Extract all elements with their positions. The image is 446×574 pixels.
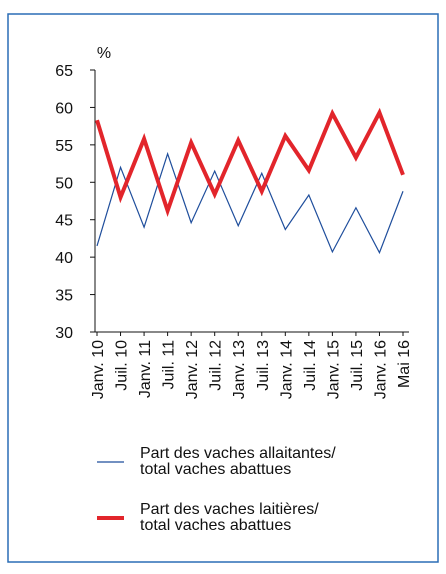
series-line — [95, 107, 405, 218]
y-tick-label: 60 — [55, 100, 73, 117]
legend-line: Part des vaches allaitantes/ — [140, 445, 336, 462]
y-tick-label: 55 — [55, 138, 73, 155]
legend-line: total vaches abattues — [140, 461, 291, 478]
x-tick-label: Juil. 13 — [255, 340, 272, 391]
x-tick-label: Janv. 12 — [184, 340, 201, 399]
x-tick-label: Juil. 15 — [349, 340, 366, 391]
frame — [7, 13, 439, 563]
legend-line: Part des vaches laitières/ — [140, 501, 319, 518]
x-tick-label: Juil. 12 — [208, 340, 225, 391]
x-tick-label: Janv. 10 — [90, 340, 107, 399]
y-tick-label: 30 — [55, 325, 73, 342]
legend-label: Part des vaches laitières/total vaches a… — [140, 501, 319, 534]
y-tick-label: 40 — [55, 250, 73, 267]
x-tick-label: Janv. 14 — [278, 340, 295, 399]
x-tick-label: Janv. 11 — [137, 340, 154, 398]
x-tick-label: Janv. 13 — [231, 340, 248, 399]
legend-line: total vaches abattues — [140, 517, 291, 534]
y-tick-label: 45 — [55, 213, 73, 230]
y-unit: % — [97, 45, 111, 62]
legend-label: Part des vaches allaitantes/total vaches… — [140, 445, 336, 478]
x-tick-label: Mai 16 — [396, 340, 413, 388]
x-tick-label: Janv. 15 — [325, 340, 342, 399]
x-tick-label: Janv. 16 — [372, 340, 389, 399]
y-tick-label: 35 — [55, 288, 73, 305]
y-tick-label: 50 — [55, 175, 73, 192]
series-line — [96, 151, 404, 255]
x-tick-label: Juil. 14 — [302, 340, 319, 391]
x-tick-label: Juil. 10 — [114, 340, 131, 391]
x-tick-label: Juil. 11 — [161, 340, 178, 390]
y-tick-label: 65 — [55, 63, 73, 80]
